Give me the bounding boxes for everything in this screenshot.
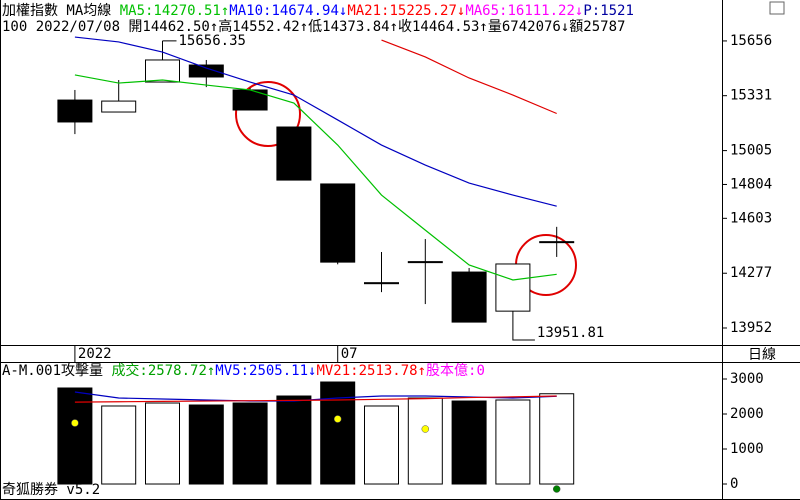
header-segment: 股本億:0 (426, 363, 485, 379)
y-tick-label: 13952 (730, 320, 772, 336)
y-tick-label: 15005 (730, 143, 772, 159)
y-tick-label: 14277 (730, 265, 772, 281)
y-tick-label: 14804 (730, 176, 772, 192)
volume-bar (539, 393, 575, 485)
timeframe-box (723, 346, 800, 362)
info-line: 100 2022/07/08 開14462.50↑高14552.42↑低1437… (2, 18, 625, 35)
candle-body (364, 282, 399, 285)
y-tick-label: 14603 (730, 210, 772, 226)
candle-body (276, 126, 312, 181)
candle-body (495, 263, 531, 312)
candle-body (407, 261, 443, 264)
header-line: 加權指數 MA均線 MA5:14270.51↑MA10:14674.94↓MA2… (2, 3, 634, 19)
header-segment: 成交:2578.72↑ (111, 362, 215, 379)
signal-dot (71, 419, 79, 427)
header-segment: 加權指數 MA均線 (2, 3, 120, 19)
ma-line (381, 39, 557, 115)
volume-header: A-M.001攻擊量 成交:2578.72↑MV5:2505.11↓MV21:2… (2, 362, 485, 379)
annotation-leader (512, 328, 535, 341)
x-tick-label: 07 (341, 346, 358, 362)
candle-body (188, 64, 224, 78)
header-segment: MA65:16111.22↓ (465, 3, 583, 19)
y-tick-label: 1000 (730, 441, 764, 457)
volume-bar (451, 400, 487, 485)
volume-bar (145, 402, 180, 485)
volume-bar (364, 405, 399, 485)
candle-body (320, 183, 356, 263)
signal-dot (421, 425, 430, 433)
y-tick-label: 0 (730, 476, 738, 492)
volume-bar (57, 387, 93, 485)
highlight-circle (235, 81, 301, 147)
header-segment: MA10:14674.94↓ (229, 3, 347, 19)
header-segment: MA21:15225.27↓ (347, 3, 465, 19)
timeframe: 日線 (748, 347, 776, 363)
header-segment: MV21:2513.78↑ (316, 363, 426, 379)
footer: 奇狐勝券 v5.2 (2, 481, 100, 498)
y-tick-label: 2000 (730, 406, 764, 422)
y-tick-label: 3000 (730, 371, 764, 387)
y-tick-label: 15656 (730, 33, 772, 49)
annotation: 13951.81 (537, 325, 604, 341)
ma-line (74, 395, 557, 403)
volume-bar (276, 395, 312, 485)
candle-body (451, 271, 487, 323)
header-segment: A-M.001攻擊量 (2, 362, 111, 379)
volume-bar (407, 397, 443, 485)
header-segment: MV5:2505.11↓ (215, 363, 316, 379)
annotation: 15656.35 (179, 33, 246, 49)
volume-bar (232, 402, 268, 485)
signal-dot (552, 485, 561, 493)
volume-bar (188, 404, 224, 485)
candle-body (101, 100, 137, 113)
signal-dot (333, 415, 342, 423)
volume-bar (495, 399, 531, 485)
candle-body (145, 59, 180, 83)
header-segment: P:1521 (583, 3, 634, 19)
ma-line (74, 74, 557, 281)
candle-body (539, 241, 575, 244)
x-tick-label: 2022 (78, 346, 112, 362)
ma-line (74, 36, 557, 207)
volume-bar (101, 405, 137, 485)
restore-button[interactable] (769, 1, 785, 15)
candle-body (57, 99, 93, 123)
header-segment: MA5:14270.51↑ (120, 3, 230, 19)
y-tick-label: 15331 (730, 88, 772, 104)
